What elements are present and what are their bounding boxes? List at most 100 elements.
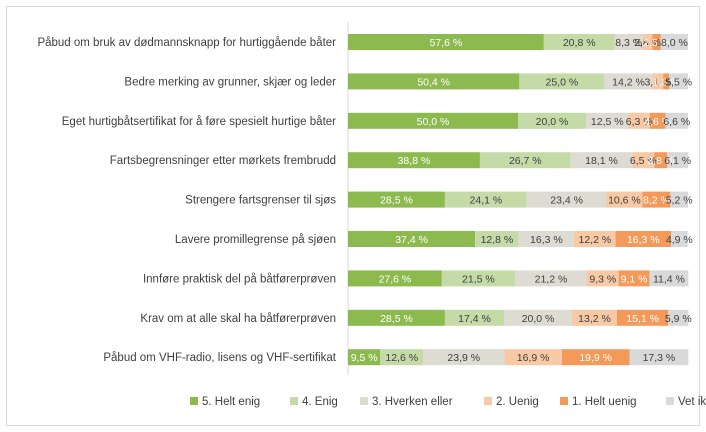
data-label: 8,0 %	[661, 37, 688, 49]
bar-segment	[663, 73, 670, 90]
bar-segment	[423, 349, 505, 366]
data-label: 57,6 %	[430, 37, 463, 49]
data-label: 20,0 %	[522, 313, 555, 325]
data-label: 6,1 %	[664, 155, 691, 167]
category-label: Strengere fartsgrenser til sjøs	[185, 195, 336, 207]
data-label: 50,4 %	[417, 76, 450, 88]
category-label: Påbud om VHF-radio, lisens og VHF-sertif…	[103, 352, 336, 364]
bar-segment	[348, 270, 442, 287]
data-label: 4,9 %	[666, 234, 693, 246]
data-label: 21,5 %	[462, 273, 495, 285]
data-label: 17,3 %	[643, 352, 676, 364]
data-label: 24,1 %	[470, 195, 503, 207]
data-label: 2,8 %	[634, 37, 661, 49]
bar-segment	[660, 34, 688, 50]
bar-segment	[348, 112, 518, 129]
category-label: Påbud om bruk av dødmannsknapp for hurti…	[37, 37, 336, 49]
bar-segment	[518, 112, 586, 129]
data-label: 3,8 %	[647, 155, 674, 167]
bar-segment	[504, 349, 562, 366]
bar-segment	[642, 34, 653, 50]
bar-segment	[504, 309, 573, 326]
bar-segment	[587, 270, 619, 287]
bar-segment	[670, 191, 688, 208]
bar-segment	[348, 34, 544, 50]
data-label: 23,4 %	[550, 195, 583, 207]
data-label: 20,0 %	[536, 116, 569, 128]
legend-swatch	[666, 397, 674, 405]
data-label: 2,5 %	[643, 37, 670, 49]
data-label: 25,0 %	[546, 76, 579, 88]
data-label: 1,8 %	[653, 76, 680, 88]
legend-swatch	[190, 397, 198, 405]
bar-segment	[654, 152, 668, 169]
data-label: 12,5 %	[591, 116, 624, 128]
data-label: 3,1 %	[644, 76, 671, 88]
data-label: 9,1 %	[621, 273, 648, 285]
bar-segment	[604, 73, 653, 90]
bar-segment	[671, 231, 688, 247]
data-label: 15,1 %	[626, 313, 659, 325]
bar-segment	[668, 309, 689, 326]
bar-segment	[614, 34, 643, 50]
bar-segment	[348, 73, 520, 90]
data-label: 12,6 %	[385, 352, 418, 364]
data-label: 21,2 %	[535, 273, 568, 285]
data-label: 9,5 %	[351, 352, 378, 364]
category-label: Eget hurtigbåtsertifikat for å føre spes…	[62, 116, 336, 128]
bar-segment	[475, 231, 519, 247]
data-label: 26,7 %	[509, 155, 542, 167]
legend-label: 1. Helt uenig	[572, 396, 637, 408]
bar-segment	[618, 270, 650, 287]
legend-label: Vet ikke	[678, 396, 706, 408]
bar-segment	[629, 349, 689, 366]
bar-segment	[628, 112, 650, 129]
data-label: 5,9 %	[665, 313, 692, 325]
bar-segment	[652, 34, 661, 50]
bar-segment	[518, 231, 575, 247]
data-label: 14,2 %	[612, 76, 645, 88]
bar-segment	[519, 73, 605, 90]
data-label: 5,2 %	[666, 195, 693, 207]
bar-segment	[642, 191, 671, 208]
bar-segment	[615, 231, 671, 247]
bar-segment	[572, 309, 617, 326]
bar-segment	[669, 73, 688, 90]
bar-segment	[606, 191, 643, 208]
data-label: 9,3 %	[589, 273, 616, 285]
bar-segment	[348, 152, 480, 169]
data-label: 13,2 %	[578, 313, 611, 325]
data-label: 8,2 %	[643, 195, 670, 207]
bar-segment	[444, 191, 527, 208]
bar-segment	[348, 191, 445, 208]
legend-swatch	[360, 397, 368, 405]
data-label: 23,9 %	[447, 352, 480, 364]
data-label: 6,5 %	[630, 155, 657, 167]
bar-segment	[586, 112, 629, 129]
bar-segment	[652, 73, 664, 90]
data-label: 16,9 %	[517, 352, 550, 364]
data-label: 50,0 %	[417, 116, 450, 128]
data-label: 12,2 %	[578, 234, 611, 246]
data-label: 6,6 %	[663, 116, 690, 128]
legend-label: 5. Helt enig	[202, 396, 260, 408]
data-label: 5,5 %	[665, 76, 692, 88]
data-label: 28,5 %	[380, 313, 413, 325]
category-label: Bedre merking av grunner, skjær og leder	[124, 76, 336, 88]
data-label: 20,8 %	[563, 37, 596, 49]
bar-segment	[479, 152, 571, 169]
legend-label: 2. Uenig	[496, 396, 539, 408]
bar-segment	[348, 231, 476, 247]
data-label: 12,8 %	[481, 234, 514, 246]
legend-swatch	[290, 397, 298, 405]
data-label: 37,4 %	[395, 234, 428, 246]
category-label: Krav om at alle skal ha båtførerprøven	[140, 313, 336, 325]
category-label: Fartsbegrensninger etter mørkets frembru…	[110, 155, 336, 167]
legend-label: 4. Enig	[302, 396, 338, 408]
data-label: 38,8 %	[398, 155, 431, 167]
bar-segment	[526, 191, 607, 208]
legend-swatch	[560, 397, 568, 405]
data-label: 19,9 %	[579, 352, 612, 364]
data-label: 6,3 %	[626, 116, 653, 128]
data-label: 16,3 %	[530, 234, 563, 246]
